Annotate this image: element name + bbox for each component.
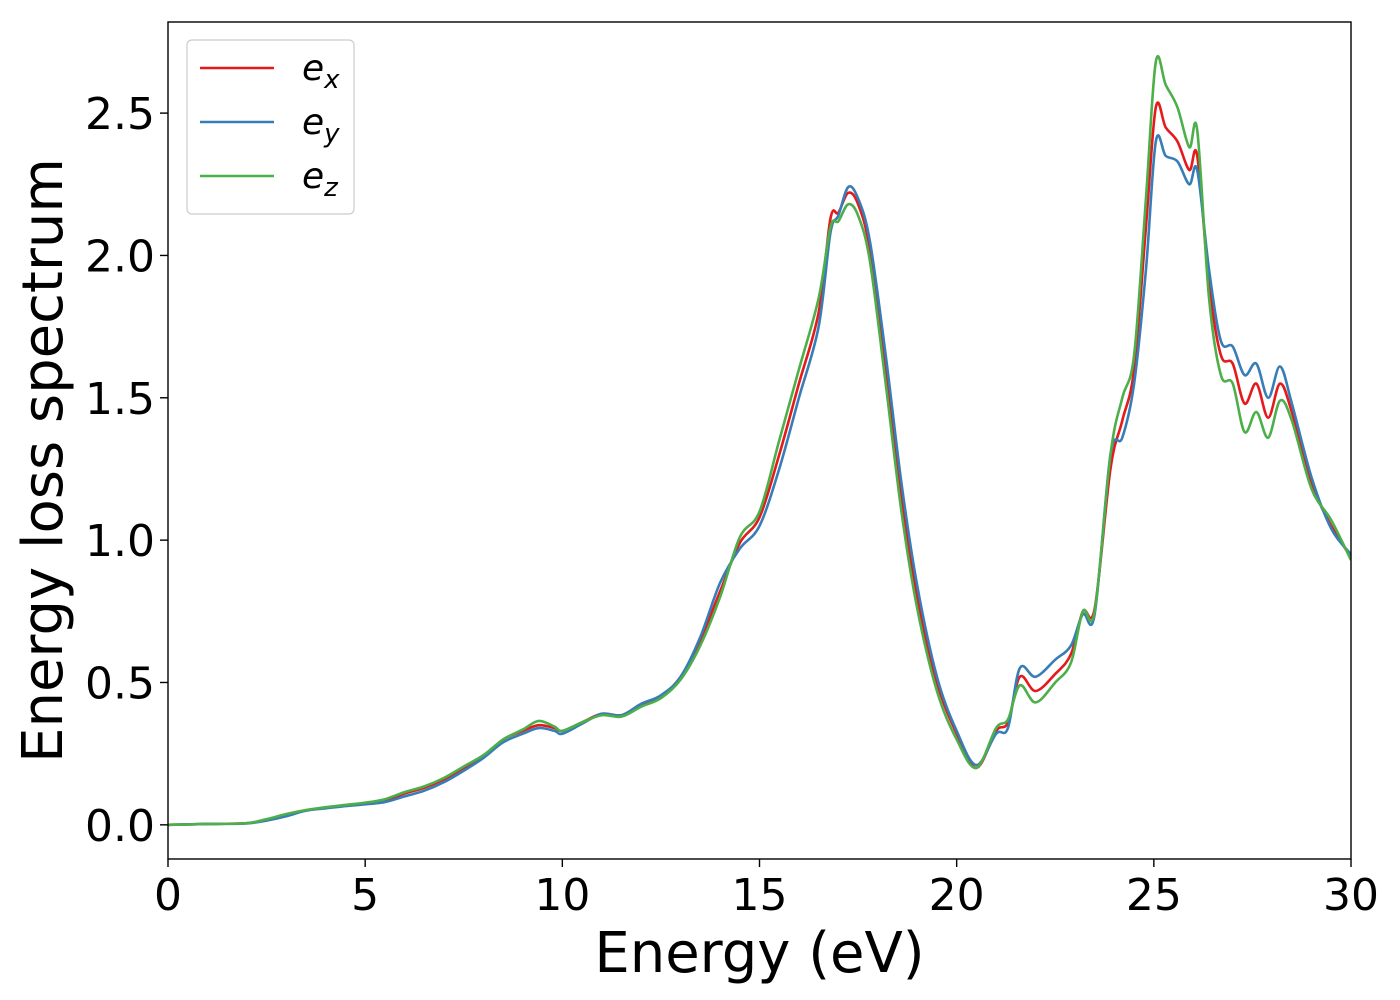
x-axis-ticks: 0 5 10 15 20 25 30: [154, 859, 1379, 921]
x-axis-label: Energy (eV): [594, 921, 924, 986]
y-tick-label: 1.5: [85, 374, 155, 425]
legend-entry-label: ex: [302, 48, 340, 95]
series-layer: [168, 55, 1351, 827]
series-line-e-y: [168, 134, 1351, 827]
y-axis-label: Energy loss spectrum: [11, 158, 76, 763]
x-tick-label: 25: [1126, 870, 1182, 921]
legend-label-subscript: x: [323, 65, 340, 95]
y-tick-label: 0.5: [85, 658, 155, 709]
y-tick-label: 0.0: [85, 801, 155, 852]
y-tick-label: 2.0: [85, 231, 155, 282]
legend-entry-label: ez: [302, 156, 339, 203]
legend-label-base: e: [302, 156, 324, 197]
legend-box: [186, 39, 355, 215]
y-tick-label: 1.0: [85, 516, 155, 567]
y-tick-label: 2.5: [85, 89, 155, 140]
x-tick-label: 5: [351, 870, 379, 921]
legend-entry-label: ey: [302, 102, 340, 149]
y-axis-ticks: 0.0 0.5 1.0 1.5 2.0 2.5: [85, 89, 168, 852]
x-tick-label: 0: [154, 870, 182, 921]
legend-label-subscript: y: [323, 119, 340, 149]
legend-label-subscript: z: [323, 173, 339, 203]
series-line-e-z: [168, 55, 1351, 827]
x-tick-label: 10: [534, 870, 590, 921]
x-tick-label: 30: [1323, 870, 1379, 921]
legend-label-base: e: [302, 48, 324, 89]
legend-label-base: e: [302, 102, 324, 143]
x-tick-label: 20: [929, 870, 985, 921]
x-tick-label: 15: [732, 870, 788, 921]
